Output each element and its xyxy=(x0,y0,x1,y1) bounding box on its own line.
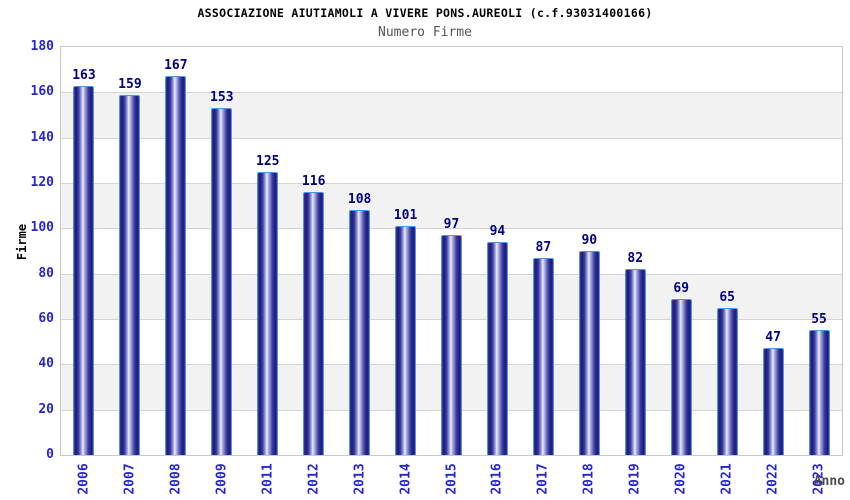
bar-value-label: 69 xyxy=(673,280,690,296)
bar xyxy=(73,86,95,455)
plot-area xyxy=(60,46,843,456)
bar-value-label: 55 xyxy=(811,312,827,328)
gridline xyxy=(61,92,842,93)
chart-title: ASSOCIAZIONE AIUTIAMOLI A VIVERE PONS.AU… xyxy=(197,6,653,20)
bar xyxy=(119,95,141,455)
x-tick-label: 2006 xyxy=(76,463,92,495)
y-tick-label: 40 xyxy=(38,356,54,372)
x-tick-label: 2020 xyxy=(673,463,689,495)
bar xyxy=(624,269,646,455)
x-tick-label: 2018 xyxy=(581,463,597,495)
bar xyxy=(211,108,233,455)
x-tick-label: 2017 xyxy=(535,463,551,495)
bar-value-label: 167 xyxy=(164,58,188,74)
bar-value-label: 159 xyxy=(118,76,142,92)
bar-value-label: 82 xyxy=(627,251,644,267)
gridline xyxy=(61,228,842,229)
background-band xyxy=(61,47,842,93)
y-tick-label: 180 xyxy=(30,39,54,54)
gridline xyxy=(61,138,842,139)
chart-subtitle: Numero Firme xyxy=(378,25,472,40)
x-tick-label: 2022 xyxy=(765,463,781,495)
x-tick-label: 2007 xyxy=(122,463,138,495)
bar xyxy=(532,258,554,455)
bar xyxy=(165,76,187,455)
bar-value-label: 65 xyxy=(719,289,735,305)
y-tick-label: 0 xyxy=(46,447,54,462)
bar xyxy=(441,235,462,455)
bar-value-label: 97 xyxy=(443,217,460,233)
bar-value-label: 101 xyxy=(393,208,418,224)
bar xyxy=(486,242,508,455)
gridline xyxy=(61,183,842,184)
bar-value-label: 87 xyxy=(535,239,552,255)
bar-value-label: 125 xyxy=(255,153,280,169)
bar xyxy=(303,192,325,455)
x-tick-label: 2021 xyxy=(719,463,735,495)
x-tick-label: 2009 xyxy=(214,463,230,495)
bar-value-label: 163 xyxy=(72,67,96,83)
bar-value-label: 153 xyxy=(210,90,234,106)
x-tick-label: 2012 xyxy=(306,463,322,495)
bar xyxy=(670,299,692,455)
bar-value-label: 116 xyxy=(301,174,326,190)
y-tick-label: 100 xyxy=(30,220,54,236)
x-tick-label: 2015 xyxy=(444,463,459,495)
bar-value-label: 108 xyxy=(347,192,372,208)
y-tick-label: 140 xyxy=(30,129,54,145)
x-tick-label: 2013 xyxy=(352,463,368,495)
bar xyxy=(349,210,371,455)
y-tick-label: 20 xyxy=(38,401,54,417)
bar xyxy=(578,251,600,455)
bar xyxy=(395,226,417,455)
x-tick-label: 2016 xyxy=(489,463,505,495)
x-tick-label: 2008 xyxy=(168,463,184,495)
background-band xyxy=(61,137,842,183)
x-tick-label: 2011 xyxy=(260,463,276,495)
background-band xyxy=(61,92,842,138)
bar xyxy=(762,348,784,455)
y-tick-label: 160 xyxy=(30,84,54,100)
bar-value-label: 90 xyxy=(581,233,598,248)
x-axis-title: Anno xyxy=(813,474,845,489)
y-tick-label: 80 xyxy=(38,265,54,281)
bar xyxy=(257,172,279,455)
x-tick-label: 2019 xyxy=(627,463,643,495)
y-tick-label: 120 xyxy=(30,175,54,190)
bar-value-label: 94 xyxy=(489,223,506,239)
background-band xyxy=(61,183,842,229)
y-tick-label: 60 xyxy=(38,311,54,326)
bar-value-label: 47 xyxy=(765,330,781,346)
x-tick-label: 2014 xyxy=(398,463,414,495)
bar xyxy=(808,330,830,455)
bar xyxy=(716,308,738,455)
